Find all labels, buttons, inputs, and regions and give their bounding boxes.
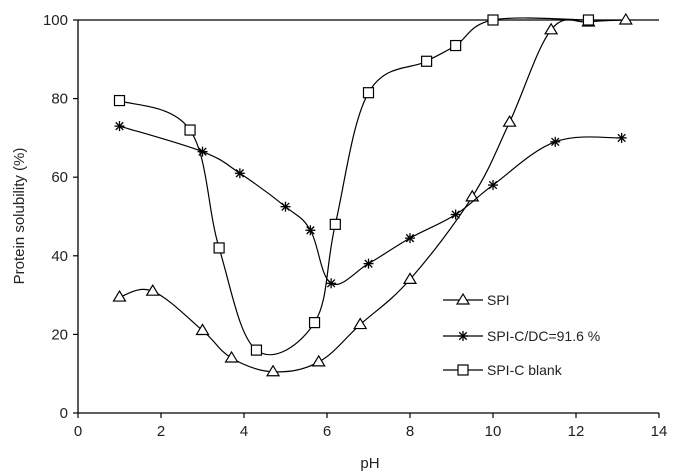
data-point-triangle [465, 189, 480, 202]
legend-item: SPI-C/DC=91.6 % [443, 328, 600, 344]
data-point-star [234, 168, 245, 179]
y-tick-label: 60 [51, 169, 68, 186]
x-tick-label: 2 [157, 423, 165, 440]
data-point-star [450, 209, 461, 220]
x-tick-label: 12 [568, 423, 585, 440]
data-point-square [113, 94, 126, 107]
legend-item: SPI [443, 292, 510, 308]
y-tick-label: 80 [51, 91, 68, 108]
data-point-triangle [224, 350, 239, 363]
data-point-triangle [265, 364, 281, 377]
series-line-triangle [119, 19, 626, 373]
data-point-square [184, 124, 196, 136]
data-point-square [582, 14, 595, 26]
data-point-triangle [145, 284, 160, 296]
data-point-square [308, 317, 321, 329]
data-point-star [405, 233, 415, 244]
legend-label: SPI [487, 292, 510, 308]
x-tick-label: 8 [406, 423, 414, 440]
data-point-square [487, 14, 499, 26]
y-axis-label: Protein solubility (%) [11, 148, 28, 285]
data-point-star [363, 258, 374, 269]
axes [77, 19, 659, 414]
data-point-triangle [311, 354, 326, 367]
x-tick-label: 4 [240, 423, 248, 440]
ticks: 0 2 4 6 8 10 12 14 0 20 40 60 80 100 [43, 12, 667, 440]
series-line-square [119, 17, 589, 356]
data-point-star [488, 180, 498, 191]
data-point-square [450, 39, 462, 52]
x-tick-label: 6 [323, 423, 331, 440]
data-point-triangle [544, 22, 559, 35]
y-tick-label: 100 [43, 12, 68, 29]
legend-marker-star [458, 331, 468, 341]
data-point-square [329, 218, 341, 230]
legend-marker-square [457, 364, 469, 376]
data-point-triangle [402, 272, 418, 284]
series-square [113, 14, 595, 356]
data-point-triangle [353, 317, 368, 330]
legend-item: SPI-C blank [443, 362, 563, 378]
x-tick-label: 0 [74, 423, 82, 440]
legend-label: SPI-C blank [487, 362, 563, 378]
data-point-square [250, 344, 263, 356]
series-triangle [112, 12, 633, 377]
series-star [114, 121, 627, 289]
data-point-triangle [502, 115, 517, 127]
data-point-star [305, 225, 316, 236]
series-line-star [119, 125, 622, 286]
legend-label: SPI-C/DC=91.6 % [487, 328, 600, 344]
data-point-square [421, 55, 433, 67]
y-tick-label: 0 [60, 405, 68, 422]
data-point-star [326, 278, 337, 289]
data-point-triangle [112, 289, 127, 302]
series-layer [112, 12, 633, 377]
data-point-square [362, 87, 375, 99]
data-point-triangle [195, 323, 210, 336]
data-point-star [280, 201, 291, 212]
data-point-star [114, 121, 125, 132]
data-point-star [616, 132, 627, 143]
data-point-triangle [618, 12, 633, 25]
legend: SPI SPI-C/DC=91.6 % SPI-C blank [443, 292, 600, 378]
legend-marker-triangle [455, 292, 471, 305]
data-point-square [213, 242, 225, 254]
y-tick-label: 40 [51, 248, 68, 265]
data-point-star [550, 136, 561, 147]
x-axis-label: pH [360, 455, 379, 472]
x-tick-label: 14 [651, 423, 668, 440]
y-tick-label: 20 [51, 326, 68, 343]
x-tick-label: 10 [485, 423, 502, 440]
